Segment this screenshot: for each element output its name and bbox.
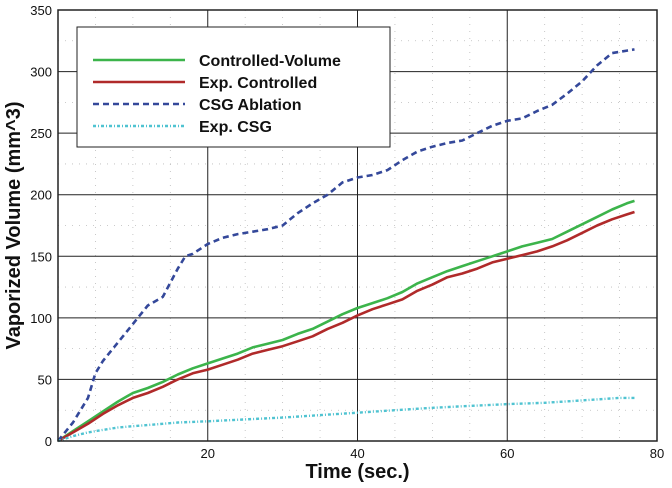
series-line-2 xyxy=(56,48,635,442)
y-tick-label: 350 xyxy=(30,3,52,18)
y-tick-label: 0 xyxy=(45,434,52,449)
legend: Controlled-Volume Exp. Controlled CSG Abla… xyxy=(76,26,391,148)
y-tick-label: 200 xyxy=(30,188,52,203)
series-layer xyxy=(56,48,635,443)
legend-label-0: Controlled-Volume xyxy=(199,53,341,70)
legend-box xyxy=(76,26,391,148)
plot-frame xyxy=(57,9,658,442)
x-tick-label: 80 xyxy=(650,446,664,461)
ticks: 20 40 60 80 0 50 100 150 200 250 300 350 xyxy=(30,3,664,461)
y-axis-title: Vaporized Volume (mm^3) xyxy=(3,101,25,349)
y-tick-label: 300 xyxy=(30,65,52,80)
legend-label-2: CSG Ablation xyxy=(199,97,302,114)
series-line-1 xyxy=(57,210,635,443)
x-tick-label: 40 xyxy=(350,446,364,461)
series-line-0 xyxy=(57,199,635,443)
y-tick-label: 50 xyxy=(38,372,52,387)
legend-label-3: Exp. CSG xyxy=(199,119,272,136)
y-tick-label: 150 xyxy=(30,249,52,264)
legend-label-1: Exp. Controlled xyxy=(199,75,317,92)
y-tick-label: 100 xyxy=(30,311,52,326)
x-axis-title: Time (sec.) xyxy=(305,461,409,483)
y-tick-label: 250 xyxy=(30,126,52,141)
x-tick-label: 60 xyxy=(500,446,514,461)
series-line-3 xyxy=(57,396,635,443)
x-tick-label: 20 xyxy=(201,446,215,461)
